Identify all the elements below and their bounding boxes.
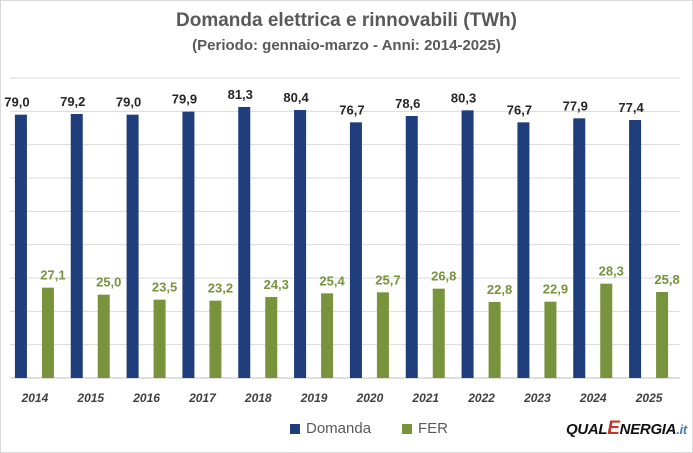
bar-fer-2015 (97, 294, 110, 378)
bar-domanda-2025 (629, 120, 642, 378)
x-tick-label-2023: 2023 (523, 391, 551, 405)
value-label-domanda-2024: 77,9 (563, 98, 588, 113)
value-label-fer-2016: 23,5 (152, 280, 177, 295)
value-label-fer-2019: 25,4 (319, 273, 345, 288)
legend-item-fer: FER (402, 420, 448, 437)
value-label-fer-2021: 26,8 (431, 269, 456, 284)
bar-fer-2020 (376, 292, 389, 378)
bar-fer-2023 (544, 301, 557, 378)
value-label-domanda-2021: 78,6 (395, 96, 420, 111)
bar-domanda-2017 (182, 111, 195, 379)
bar-domanda-2024 (573, 118, 586, 378)
x-tick-labels: 2014 2015 2016 2017 2018 2019 2020 2021 2022 2023… (21, 391, 663, 405)
legend: Domanda FER (0, 420, 693, 440)
legend-swatch-fer (402, 423, 412, 434)
x-tick-label-2021: 2021 (411, 391, 439, 405)
bars (14, 107, 669, 379)
chart-subtitle: (Periodo: gennaio-marzo - Anni: 2014-202… (192, 37, 501, 54)
bar-domanda-2018 (238, 107, 251, 378)
bar-domanda-2022 (461, 110, 474, 378)
legend-swatch-domanda (290, 423, 300, 434)
bar-fer-2014 (41, 287, 54, 378)
value-label-fer-2017: 23,2 (208, 281, 233, 296)
bar-domanda-2014 (14, 114, 27, 379)
value-label-domanda-2014: 79,0 (4, 95, 29, 110)
x-tick-label-2018: 2018 (244, 391, 272, 405)
bar-domanda-2015 (70, 114, 83, 378)
value-label-domanda-2018: 81,3 (228, 87, 253, 102)
value-label-fer-2015: 25,0 (96, 275, 121, 290)
bar-domanda-2019 (294, 110, 307, 378)
value-labels: 79,0 27,1 79,2 25,0 79,0 23,5 79,9 23,2 81,3 24,3… (4, 87, 679, 297)
x-tick-label-2017: 2017 (188, 391, 217, 405)
value-label-domanda-2025: 77,4 (618, 100, 644, 115)
x-tick-label-2016: 2016 (132, 391, 160, 405)
value-label-domanda-2017: 79,9 (172, 92, 197, 107)
bar-domanda-2021 (405, 116, 418, 378)
bar-domanda-2016 (126, 114, 139, 379)
value-label-fer-2022: 22,8 (487, 282, 512, 297)
value-label-fer-2024: 28,3 (599, 264, 624, 279)
value-label-fer-2018: 24,3 (264, 277, 289, 292)
value-label-domanda-2020: 76,7 (339, 102, 364, 117)
bar-fer-2025 (656, 292, 669, 378)
value-label-fer-2020: 25,7 (375, 272, 400, 287)
bar-domanda-2020 (349, 122, 362, 378)
value-label-domanda-2015: 79,2 (60, 94, 85, 109)
qualenergia-logo: QUALENERGIA.it (566, 418, 687, 439)
legend-label-domanda: Domanda (306, 420, 372, 437)
value-label-domanda-2019: 80,4 (283, 90, 309, 105)
x-tick-label-2025: 2025 (635, 391, 663, 405)
bar-fer-2018 (265, 297, 278, 378)
bar-fer-2022 (488, 302, 501, 378)
value-label-domanda-2023: 76,7 (507, 102, 532, 117)
value-label-fer-2014: 27,1 (40, 268, 65, 283)
value-label-domanda-2016: 79,0 (116, 95, 141, 110)
chart-title: Domanda elettrica e rinnovabili (TWh) (176, 10, 517, 31)
x-tick-label-2015: 2015 (76, 391, 104, 405)
value-label-domanda-2022: 80,3 (451, 90, 476, 105)
legend-label-fer: FER (418, 420, 448, 437)
bar-fer-2019 (321, 293, 334, 378)
x-tick-label-2014: 2014 (21, 391, 49, 405)
legend-item-domanda: Domanda (290, 420, 371, 437)
x-tick-label-2022: 2022 (467, 391, 495, 405)
bar-fer-2016 (153, 299, 166, 378)
value-label-fer-2025: 25,8 (654, 272, 679, 287)
value-label-fer-2023: 22,9 (543, 282, 568, 297)
x-tick-label-2024: 2024 (579, 391, 607, 405)
bar-domanda-2023 (517, 122, 530, 378)
bar-fer-2024 (600, 283, 613, 378)
x-tick-label-2020: 2020 (356, 391, 384, 405)
bar-fer-2021 (432, 288, 445, 378)
x-tick-label-2019: 2019 (300, 391, 328, 405)
bar-fer-2017 (209, 300, 222, 378)
gridlines (10, 77, 680, 379)
